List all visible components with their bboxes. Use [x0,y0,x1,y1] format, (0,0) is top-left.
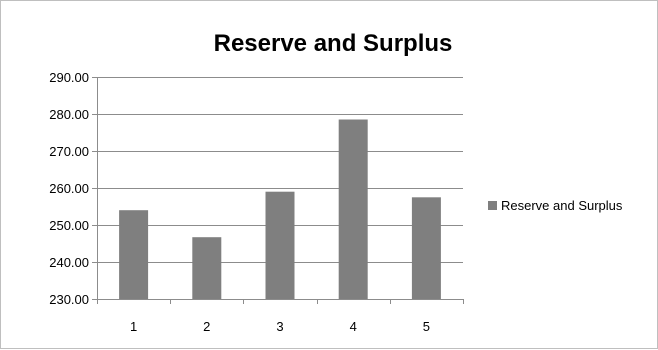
x-tick-label: 2 [203,319,210,334]
legend-swatch [488,201,497,210]
bar [338,119,368,299]
x-tick-label: 5 [423,319,430,334]
bar [265,191,295,299]
bar [411,197,441,300]
axes [97,77,464,304]
y-tick-label: 280.00 [49,107,89,122]
y-tick-label: 260.00 [49,181,89,196]
x-axis-tick-labels: 1 2 3 4 5 [130,319,430,334]
legend-label: Reserve and Surplus [501,198,623,213]
bar [192,237,222,299]
x-tick-label: 3 [276,319,283,334]
bar-series [119,119,441,300]
legend: Reserve and Surplus [488,198,623,213]
x-tick-label: 4 [350,319,357,334]
y-tick-label: 240.00 [49,255,89,270]
chart-title: Reserve and Surplus [214,30,453,57]
bar [119,210,149,299]
y-axis-tick-labels: 230.00 240.00 250.00 260.00 270.00 280.00 290.… [49,70,89,307]
y-tick-label: 250.00 [49,218,89,233]
y-tick-label: 270.00 [49,144,89,159]
x-tick-label: 1 [130,319,137,334]
y-tick-label: 230.00 [49,292,89,307]
y-tick-label: 290.00 [49,70,89,85]
